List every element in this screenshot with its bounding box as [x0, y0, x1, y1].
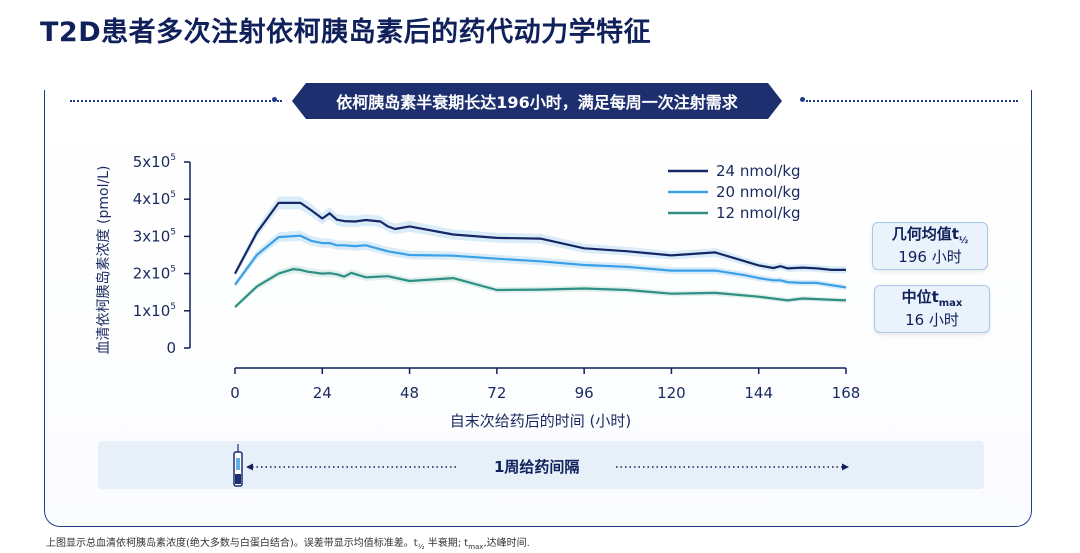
- y-tick-label: 5x105: [133, 153, 176, 171]
- x-tick-label: 72: [487, 384, 506, 402]
- y-axis-title: 血清依柯胰岛素浓度 (pmol/L): [96, 166, 112, 355]
- half-life-value: 196 小时: [898, 248, 962, 266]
- footnote: 上图显示总血清依柯胰岛素浓度(绝大多数与白蛋白结合)。误差带显示均值标准差。t½…: [46, 538, 530, 551]
- banner-dotted-line-left: [70, 100, 282, 102]
- series-line-1: [234, 234, 847, 289]
- tmax-label: 中位tmax: [901, 288, 963, 309]
- tmax-callout: 中位tmax 16 小时: [874, 285, 990, 333]
- legend-label: 12 nmol/kg: [716, 204, 801, 222]
- legend-label: 20 nmol/kg: [716, 183, 801, 201]
- x-tick-label: 0: [230, 384, 240, 402]
- page-title: T2D患者多次注射依柯胰岛素后的药代动力学特征: [40, 17, 652, 48]
- x-tick-label: 48: [400, 384, 419, 402]
- tmax-value: 16 小时: [905, 311, 959, 329]
- dosing-interval-band: [98, 441, 984, 489]
- x-axis-title: 自末次给药后的时间 (小时): [450, 412, 631, 430]
- banner-text: 依柯胰岛素半衰期长达196小时，满足每周一次注射需求: [336, 93, 738, 112]
- x-tick-label: 168: [832, 384, 861, 402]
- dosing-interval-label: 1周给药间隔: [494, 458, 580, 476]
- legend-label: 24 nmol/kg: [716, 162, 801, 180]
- x-tick-label: 24: [313, 384, 332, 402]
- series-line-2: [234, 268, 847, 308]
- x-tick-label: 96: [575, 384, 594, 402]
- series-line-0: [234, 201, 846, 275]
- y-tick-label: 0: [166, 339, 176, 357]
- x-tick-label: 120: [657, 384, 686, 402]
- banner-dot-left: [272, 97, 277, 102]
- y-tick-label: 1x105: [133, 302, 176, 320]
- y-tick-label: 3x105: [133, 227, 176, 245]
- banner-dotted-line-right: [806, 100, 1018, 102]
- half-life-label: 几何均值t½: [891, 225, 969, 246]
- y-tick-label: 2x105: [133, 265, 176, 283]
- interval-arrow: [246, 463, 849, 471]
- half-life-banner: 依柯胰岛素半衰期长达196小时，满足每周一次注射需求: [292, 83, 782, 119]
- banner-dot-right: [800, 97, 805, 102]
- half-life-callout: 几何均值t½ 196 小时: [872, 222, 988, 270]
- injection-pen-icon: [233, 444, 243, 487]
- x-tick-label: 144: [744, 384, 773, 402]
- y-tick-label: 4x105: [133, 190, 176, 208]
- error-band-0: [235, 196, 846, 277]
